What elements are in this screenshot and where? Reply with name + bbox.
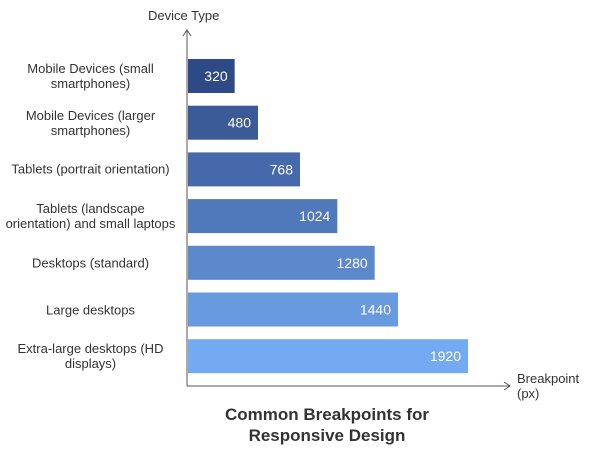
bar <box>188 59 235 93</box>
category-label: Mobile Devices (larger smartphones) <box>25 107 156 138</box>
data-label: 768 <box>270 161 294 177</box>
y-axis-label: Device Type <box>148 8 220 23</box>
chart-title: Common Breakpoints for Responsive Design <box>224 405 430 445</box>
bar <box>188 152 300 187</box>
data-label: 1024 <box>299 208 330 224</box>
category-label: Large desktops <box>46 302 135 317</box>
y-axis-arrow-icon <box>182 29 192 37</box>
bar <box>188 245 375 280</box>
x-axis-label: Breakpoint (px) <box>517 371 580 401</box>
category-label: Tablets (portrait orientation) <box>11 161 170 177</box>
bar <box>188 199 338 234</box>
category-label: Desktops (standard) <box>31 255 150 271</box>
bar <box>188 339 468 374</box>
category-label: Extra-large desktops (HD displays) <box>17 341 164 372</box>
bar <box>188 292 398 327</box>
data-label: 1440 <box>360 302 391 318</box>
data-label: 320 <box>204 68 228 84</box>
category-label: Mobile Devices (small smartphones) <box>27 61 154 91</box>
bar <box>188 105 258 140</box>
x-axis-arrow-icon <box>503 381 511 391</box>
data-label: 1280 <box>337 255 368 271</box>
data-label: 1920 <box>430 348 461 364</box>
category-label: Tablets (landscape orientation) and smal… <box>5 201 176 232</box>
data-label: 480 <box>228 115 252 131</box>
